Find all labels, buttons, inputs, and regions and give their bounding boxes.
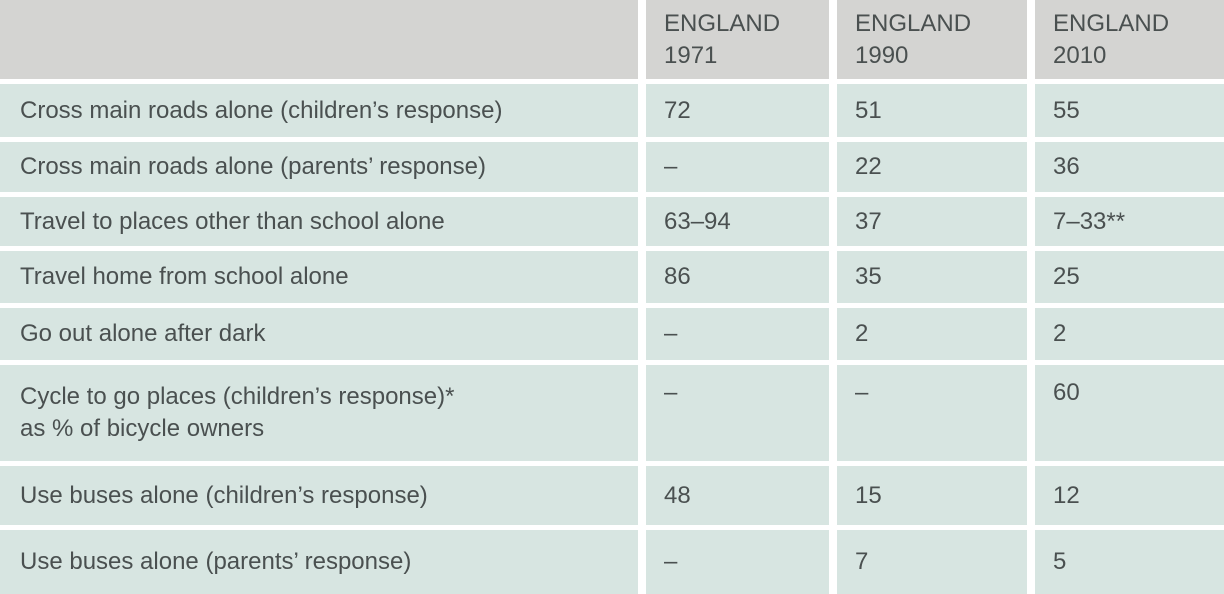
table-row: Go out alone after dark – 2 2: [0, 303, 1224, 360]
value-cell: 5: [1027, 525, 1224, 594]
value-cell: –: [638, 525, 829, 594]
value-cell: –: [638, 137, 829, 192]
value-cell: 36: [1027, 137, 1224, 192]
value-cell: 72: [638, 79, 829, 137]
value-cell: 15: [829, 461, 1027, 525]
col-header-region: ENGLAND: [855, 9, 972, 37]
col-header-england-1990: ENGLAND 1990: [829, 0, 1027, 79]
row-label-line2: as % of bicycle owners: [20, 415, 265, 442]
value-cell: –: [638, 360, 829, 461]
value-cell: –: [829, 360, 1027, 461]
col-header-england-2010: ENGLAND 2010: [1027, 0, 1224, 79]
row-label: Travel home from school alone: [0, 246, 638, 303]
value-cell: 7–33**: [1027, 192, 1224, 246]
value-cell: 2: [1027, 303, 1224, 360]
value-cell: 12: [1027, 461, 1224, 525]
table-row: Travel home from school alone 86 35 25: [0, 246, 1224, 303]
row-label-line1: Cycle to go places (children’s response)…: [20, 383, 455, 410]
table-row: Cycle to go places (children’s response)…: [0, 360, 1224, 461]
col-header-year: 1971: [664, 41, 718, 69]
row-label: Cycle to go places (children’s response)…: [0, 360, 638, 461]
table-row: Use buses alone (parents’ response) – 7 …: [0, 525, 1224, 594]
col-header-year: 1990: [855, 41, 909, 69]
row-label: Use buses alone (parents’ response): [0, 525, 638, 594]
value-cell: 35: [829, 246, 1027, 303]
col-header-year: 2010: [1053, 41, 1107, 69]
value-cell: 2: [829, 303, 1027, 360]
table-row: Cross main roads alone (parents’ respons…: [0, 137, 1224, 192]
row-label: Travel to places other than school alone: [0, 192, 638, 246]
value-cell: 63–94: [638, 192, 829, 246]
value-cell: 51: [829, 79, 1027, 137]
table-row: Travel to places other than school alone…: [0, 192, 1224, 246]
value-cell: 25: [1027, 246, 1224, 303]
value-cell: –: [638, 303, 829, 360]
value-cell: 7: [829, 525, 1027, 594]
value-cell: 48: [638, 461, 829, 525]
col-header-region: ENGLAND: [1053, 9, 1170, 37]
row-label: Cross main roads alone (children’s respo…: [0, 79, 638, 137]
value-cell: 86: [638, 246, 829, 303]
value-cell: 22: [829, 137, 1027, 192]
table-row: Use buses alone (children’s response) 48…: [0, 461, 1224, 525]
col-header-england-1971: ENGLAND 1971: [638, 0, 829, 79]
value-cell: 55: [1027, 79, 1224, 137]
value-cell: 60: [1027, 360, 1224, 461]
corner-header-cell: [0, 0, 638, 79]
value-cell: 37: [829, 192, 1027, 246]
table-row: Cross main roads alone (children’s respo…: [0, 79, 1224, 137]
row-label: Use buses alone (children’s response): [0, 461, 638, 525]
header-row: ENGLAND 1971 ENGLAND 1990 ENGLAND 2010: [0, 0, 1224, 79]
row-label: Cross main roads alone (parents’ respons…: [0, 137, 638, 192]
col-header-region: ENGLAND: [664, 9, 781, 37]
row-label: Go out alone after dark: [0, 303, 638, 360]
